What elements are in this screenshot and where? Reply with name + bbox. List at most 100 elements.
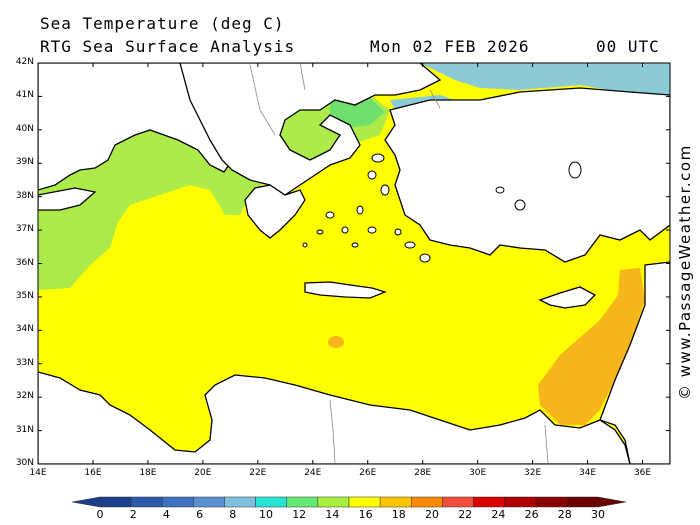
colorbar <box>71 496 627 508</box>
lon-label: 32E <box>524 468 542 478</box>
lat-label: 38N <box>15 190 34 201</box>
land-africa <box>38 371 631 464</box>
lat-label: 35N <box>15 290 34 301</box>
forecast-date: Mon 02 FEB 2026 <box>370 37 530 56</box>
colorbar-swatch <box>286 496 319 508</box>
island <box>419 253 431 263</box>
colorbar-label: 22 <box>458 508 473 521</box>
lon-label: 16E <box>84 468 102 478</box>
lat-label: 42N <box>15 57 34 67</box>
island <box>371 153 385 163</box>
chart-title: Sea Temperature (deg C) <box>40 14 285 33</box>
lon-label: 20E <box>194 468 212 478</box>
colorbar-swatch <box>411 496 443 508</box>
lat-label: 37N <box>15 224 34 235</box>
lat-label: 32N <box>15 391 34 402</box>
lon-label: 34E <box>578 468 597 478</box>
island <box>325 211 335 219</box>
island <box>404 241 416 249</box>
colorbar-swatch <box>193 496 225 508</box>
colorbar-max-arrow <box>597 496 627 508</box>
colorbar-swatch <box>99 496 132 508</box>
colorbar-label: 26 <box>524 508 539 521</box>
border <box>429 89 441 109</box>
border <box>299 63 306 91</box>
lat-label: 30N <box>15 458 34 468</box>
colorbar-swatch <box>130 496 163 508</box>
sea-hot-spot <box>328 336 344 348</box>
island <box>394 228 402 236</box>
colorbar-label: 6 <box>196 508 204 521</box>
colorbar-swatch <box>535 496 568 508</box>
borders <box>249 63 549 464</box>
lon-label: 28E <box>414 468 432 478</box>
land-cyprus <box>538 286 597 309</box>
colorbar-swatch <box>504 496 536 508</box>
colorbar-label: 4 <box>162 508 170 521</box>
islands <box>302 153 582 263</box>
colorbar-label: 14 <box>325 508 340 521</box>
island <box>380 184 390 196</box>
lon-label: 22E <box>249 468 267 478</box>
border <box>329 399 336 464</box>
sst-field <box>38 63 670 464</box>
colorbar-label: 16 <box>358 508 373 521</box>
lat-label: 31N <box>15 424 34 435</box>
lat-label: 39N <box>15 157 34 168</box>
sea-green-zone <box>330 98 385 128</box>
lon-label: 36E <box>633 468 652 478</box>
colorbar-swatch <box>473 496 505 508</box>
land-crete <box>304 281 387 299</box>
lat-label: 34N <box>15 324 34 335</box>
colorbar-label: 10 <box>259 508 273 521</box>
colorbar-swatch <box>442 496 474 508</box>
colorbar-swatch <box>348 496 381 508</box>
island <box>302 242 308 248</box>
sea-hot-zone <box>538 268 645 425</box>
land-anatolia <box>384 87 670 263</box>
forecast-time: 00 UTC <box>596 37 660 56</box>
island <box>568 161 582 179</box>
border <box>544 424 549 464</box>
colorbar-min-arrow <box>71 496 101 508</box>
island <box>495 186 505 194</box>
land <box>38 63 670 464</box>
colorbar-label: 20 <box>425 508 439 521</box>
lon-label: 26E <box>359 468 377 478</box>
chart-subtitle: RTG Sea Surface Analysis <box>40 37 296 56</box>
lat-label: 36N <box>15 257 34 268</box>
colorbar-swatch <box>317 496 350 508</box>
colorbar-label: 18 <box>391 508 406 521</box>
island <box>367 170 377 180</box>
lat-label: 33N <box>15 357 34 368</box>
border <box>249 64 276 136</box>
land-balkans <box>179 63 442 239</box>
colorbar-swatch <box>379 496 412 508</box>
island <box>341 226 349 234</box>
colorbar-swatch <box>255 496 287 508</box>
lon-label: 30E <box>469 468 487 478</box>
colorbar-label: 24 <box>491 508 506 521</box>
axis-ticks <box>37 62 670 465</box>
lon-label: 18E <box>139 468 157 478</box>
colorbar-label: 12 <box>292 508 307 521</box>
colorbar-label: 2 <box>129 508 137 521</box>
colorbar-swatch <box>566 496 599 508</box>
colorbar-label: 0 <box>96 508 104 521</box>
land-sicily <box>38 187 97 211</box>
colorbar-label: 8 <box>229 508 237 521</box>
watermark: © www.PassageWeather.com <box>676 144 694 400</box>
island <box>514 199 526 211</box>
land-levant <box>599 261 670 464</box>
island <box>367 226 377 234</box>
lon-label: 24E <box>304 468 322 478</box>
lat-label: 41N <box>15 90 34 101</box>
island <box>351 242 359 248</box>
island <box>356 205 364 215</box>
colorbar-label: 28 <box>557 508 572 521</box>
colorbar-swatch <box>162 496 194 508</box>
colorbar-swatch <box>224 496 256 508</box>
lon-label: 14E <box>29 468 47 478</box>
lat-label: 40N <box>15 123 34 134</box>
